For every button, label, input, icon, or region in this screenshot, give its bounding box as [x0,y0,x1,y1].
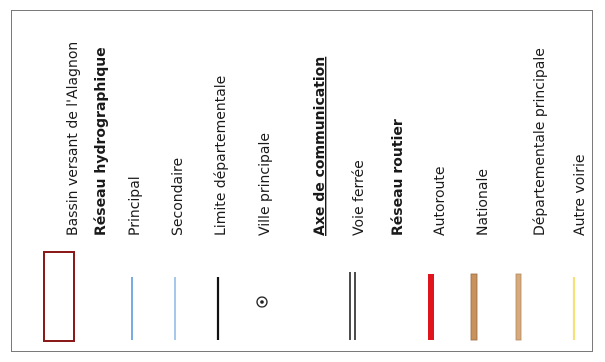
hydro-principal-label: Principal [127,176,143,236]
nationale-label: Nationale [475,169,491,236]
departementale-swatch [515,273,522,341]
departementale-label: Départementale principale [532,48,548,236]
basin-label: Bassin versant de l'Alagnon [65,42,81,236]
autoroute-swatch [428,274,434,340]
voie-ferree-swatch [349,272,356,340]
legend-frame [11,10,593,352]
hydro-secondaire-label: Secondaire [170,158,186,236]
ville-label: Ville principale [257,133,273,236]
axe-header: Axe de communication [312,57,328,236]
voie-ferree-label: Voie ferrée [351,160,367,236]
city-point-icon [256,296,268,308]
autoroute-label: Autoroute [432,167,448,237]
hydro-header: Réseau hydrographique [93,47,109,236]
limite-label: Limite départementale [213,76,229,236]
basin-swatch [43,251,75,342]
routier-header: Réseau routier [390,119,406,236]
autre-voirie-label: Autre voirie [572,155,588,236]
nationale-swatch [470,273,478,341]
